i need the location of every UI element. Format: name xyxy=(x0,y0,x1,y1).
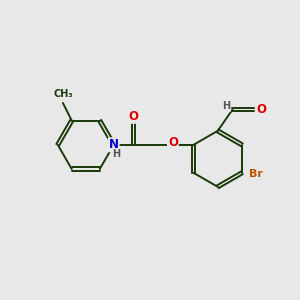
Text: H: H xyxy=(222,101,230,111)
Text: H: H xyxy=(112,149,120,159)
Text: Br: Br xyxy=(249,169,263,179)
Text: O: O xyxy=(168,136,178,149)
Text: N: N xyxy=(109,138,119,151)
Text: CH₃: CH₃ xyxy=(53,89,73,99)
Text: O: O xyxy=(129,110,139,123)
Text: O: O xyxy=(256,103,266,116)
